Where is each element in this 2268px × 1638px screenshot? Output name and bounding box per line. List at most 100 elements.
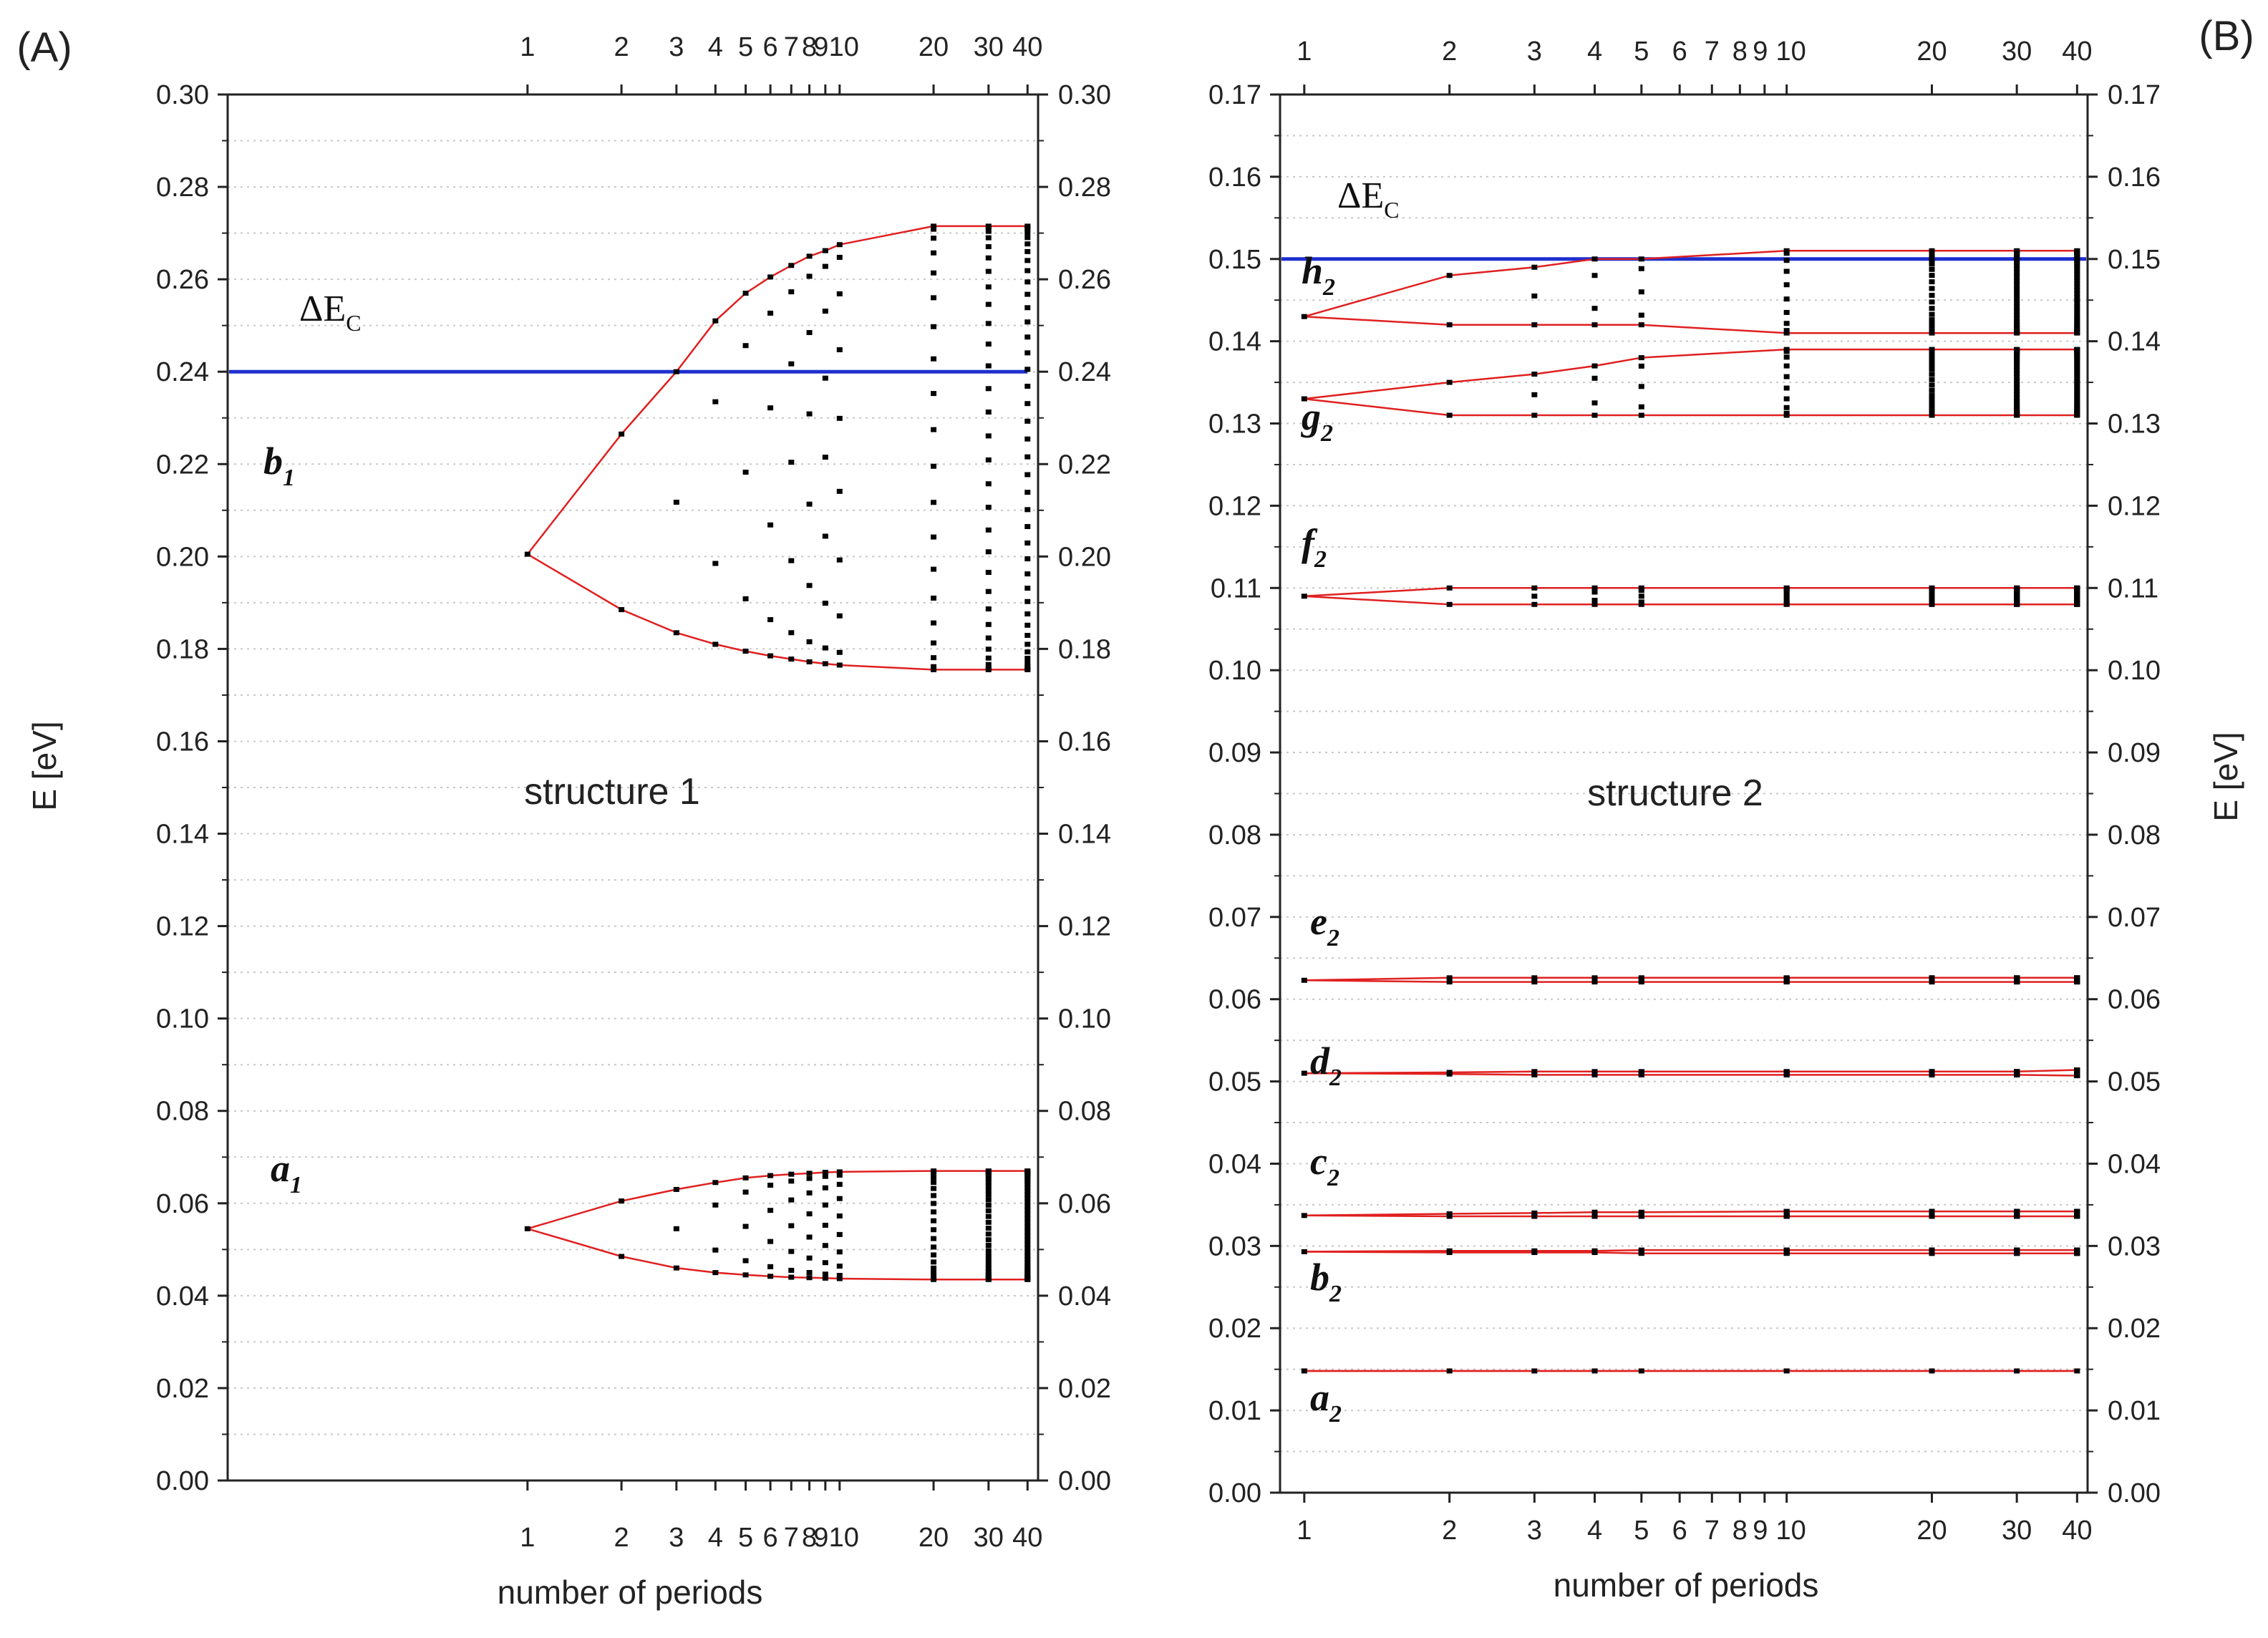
energy-level-point [985,662,992,667]
energy-level-point [2014,395,2020,401]
energy-level-point [985,666,992,672]
energy-level-point [1024,1203,1031,1209]
x-tick-label-bottom: 20 [919,1523,949,1553]
y-tick-label-right: 0.12 [1058,912,1111,942]
band-label-subscript: 1 [283,465,295,491]
y-tick-label-right: 0.10 [1058,1004,1111,1034]
x-tick-label-top: 30 [2002,37,2032,67]
y-tick-label-right: 0.08 [1058,1097,1111,1127]
y-tick-label-left: 0.00 [156,1466,209,1496]
y-tick-label-right: 0.26 [1058,265,1111,295]
band-edge-lower [527,1228,1028,1281]
energy-level-point [985,1237,992,1243]
energy-level-point [822,455,828,460]
energy-level-point [2074,304,2080,309]
energy-level-point [1929,273,1935,278]
energy-level-point [1638,256,1644,262]
energy-level-point [1929,377,1935,382]
energy-level-point [1446,979,1453,985]
x-tick-label-bottom: 5 [738,1523,753,1553]
energy-level-point [767,617,774,623]
energy-level-point [985,1179,992,1185]
energy-level-point [1531,1210,1538,1216]
energy-level-point [1638,404,1644,410]
energy-level-point [1783,354,1790,360]
energy-level-point [806,273,813,279]
energy-level-point [985,1248,992,1254]
band-a1: a1 [271,1147,1031,1282]
energy-level-point [1024,1220,1031,1226]
energy-level-point [2014,358,2020,364]
energy-level-point [806,659,813,664]
energy-level-point [2014,273,2020,279]
x-tick-label-top: 9 [1753,37,1768,67]
energy-level-point [1929,321,1935,327]
y-tick-label-left: 0.01 [1208,1396,1261,1426]
band-edge-lower [1304,1072,2078,1077]
energy-level-point [985,255,992,261]
x-tick-label-bottom: 2 [1442,1516,1457,1546]
energy-level-point [931,1252,937,1258]
energy-level-point [1446,1368,1453,1374]
x-tick-label-bottom: 40 [2062,1516,2092,1546]
energy-level-point [1024,1207,1031,1213]
energy-level-point [931,1201,937,1206]
energy-level-point [1929,1208,1935,1214]
energy-level-point [985,481,992,487]
y-tick-label-left: 0.04 [1208,1149,1261,1179]
energy-level-point [2014,401,2020,407]
band-label: h2 [1302,249,1335,301]
energy-level-point [1024,556,1031,562]
energy-level-point [1783,585,1790,591]
energy-level-point [985,635,992,641]
energy-level-point [806,501,813,507]
energy-level-point [1783,321,1790,326]
x-axis-title: number of periods [498,1574,763,1611]
energy-level-point [985,1262,992,1268]
x-tick-label-bottom: 2 [614,1523,629,1553]
energy-level-point [2074,585,2080,591]
y-tick-label-left: 0.26 [156,265,209,295]
energy-level-point [767,1173,774,1178]
band-label: d2 [1310,1040,1342,1091]
x-tick-label-bottom: 10 [1776,1516,1806,1546]
y-tick-label-left: 0.08 [1208,820,1261,850]
energy-level-point [1929,585,1935,591]
x-tick-label-top: 40 [1012,32,1042,62]
energy-level-point [2014,270,2020,276]
energy-level-point [931,667,937,672]
energy-level-point [985,1266,992,1271]
energy-level-point [822,1260,828,1266]
energy-level-point [1929,266,1935,272]
energy-level-point [1024,540,1031,546]
energy-level-point [2074,248,2080,253]
y-tick-label-left: 0.12 [1208,491,1261,521]
band-edge-lower [1304,397,2078,417]
energy-level-point [2014,385,2020,391]
energy-level-point [1638,593,1644,599]
x-tick-label-top: 7 [1705,37,1720,67]
energy-level-point [985,457,992,462]
energy-level-point [1024,1225,1031,1231]
y-tick-label-right: 0.00 [2108,1478,2161,1508]
energy-level-point [788,1178,795,1184]
energy-level-point [1929,256,1935,262]
energy-level-point [2014,304,2020,310]
energy-level-point [836,649,843,655]
energy-level-point [1446,379,1453,385]
energy-level-point [1929,1247,1935,1253]
y-tick-label-right: 0.14 [2108,327,2161,357]
band-label-subscript: 1 [290,1172,302,1198]
energy-level-point [2014,378,2020,384]
energy-level-point [931,566,937,572]
x-tick-label-bottom: 4 [1587,1516,1602,1546]
energy-level-point [806,330,813,336]
barrier-label: ΔEC [1337,175,1400,223]
band-label-subscript: 2 [1329,1281,1342,1307]
energy-level-point [1638,585,1644,591]
energy-level-point [1301,977,1307,983]
y-tick-label-left: 0.22 [156,450,209,480]
band-label: a1 [271,1147,302,1198]
energy-level-point [1024,223,1031,229]
band-label-letter: d [1310,1040,1330,1082]
